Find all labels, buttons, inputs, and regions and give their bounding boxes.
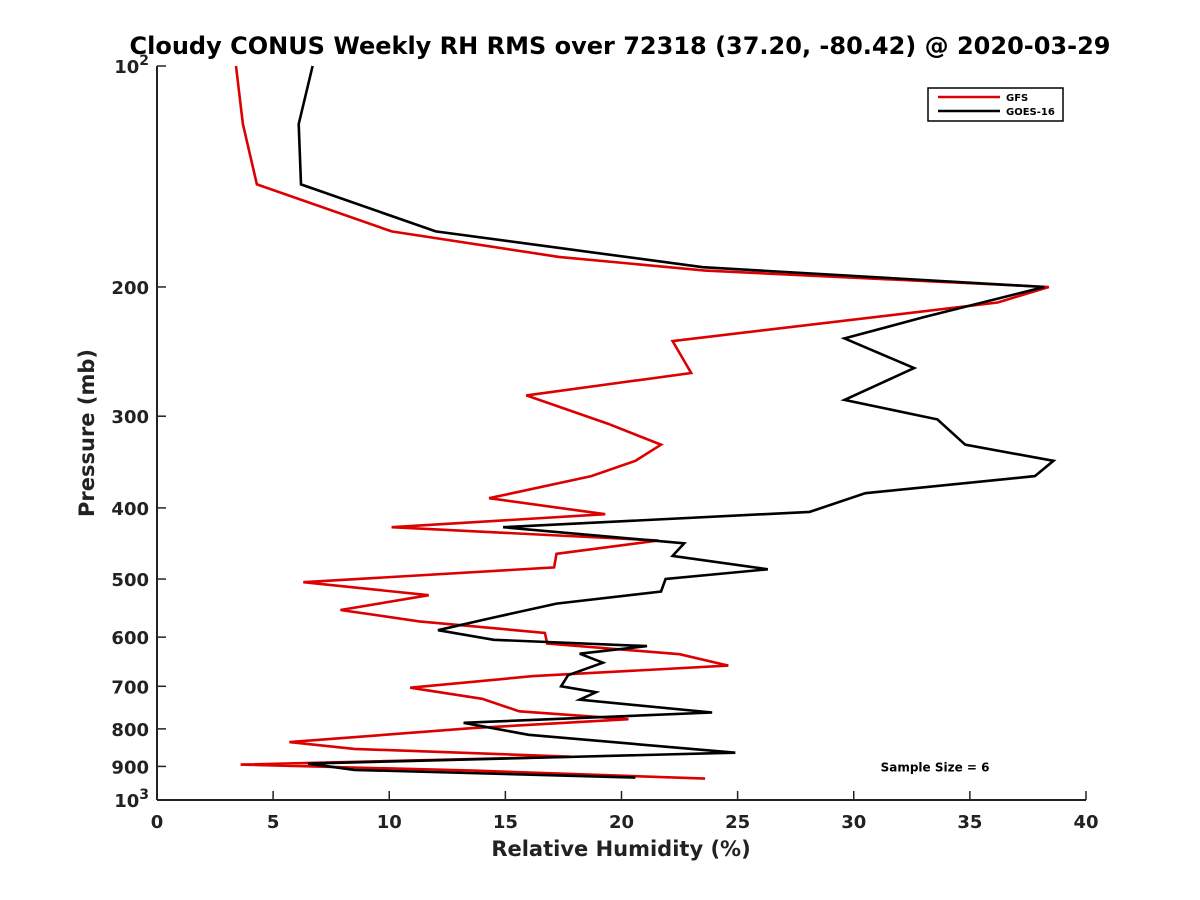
x-tick-label: 5 <box>267 812 280 833</box>
x-tick-label: 35 <box>957 812 982 833</box>
x-axis-ticks: 0 5 10 15 20 25 30 35 40 <box>151 791 1099 833</box>
x-tick-label: 10 <box>377 812 402 833</box>
legend-label-gfs: GFS <box>1006 93 1028 104</box>
series-lines <box>234 65 1057 780</box>
y-tick-label: 300 <box>111 407 149 428</box>
x-tick-label: 20 <box>609 812 634 833</box>
chart-title: Cloudy CONUS Weekly RH RMS over 72318 (3… <box>130 32 1111 60</box>
y-axis-ticks: 102 200 300 400 500 600 700 800 900 103 <box>111 53 166 812</box>
y-tick-label: 200 <box>111 278 149 299</box>
legend: GFS GOES-16 <box>927 87 1064 122</box>
y-tick-label: 600 <box>111 628 149 649</box>
x-axis-label: Relative Humidity (%) <box>491 837 750 861</box>
y-tick-label: 400 <box>111 499 149 520</box>
x-tick-label: 30 <box>841 812 866 833</box>
y-tick-label: 800 <box>111 720 149 741</box>
y-tick-label: 700 <box>111 677 149 698</box>
x-tick-label: 15 <box>493 812 518 833</box>
y-tick-label: 103 <box>114 787 149 812</box>
y-axis-label: Pressure (mb) <box>75 349 99 517</box>
x-tick-label: 40 <box>1073 812 1098 833</box>
legend-box <box>927 87 1064 122</box>
y-tick-label: 500 <box>111 570 149 591</box>
series-line-gfs <box>234 65 1050 780</box>
legend-label-goes16: GOES-16 <box>1006 107 1055 118</box>
x-tick-label: 25 <box>725 812 750 833</box>
x-tick-label: 0 <box>151 812 164 833</box>
y-tick-label: 900 <box>111 757 149 778</box>
series-line-goes16 <box>297 65 1057 779</box>
sample-size-annotation: Sample Size = 6 <box>881 760 990 774</box>
y-tick-label: 102 <box>114 53 149 78</box>
